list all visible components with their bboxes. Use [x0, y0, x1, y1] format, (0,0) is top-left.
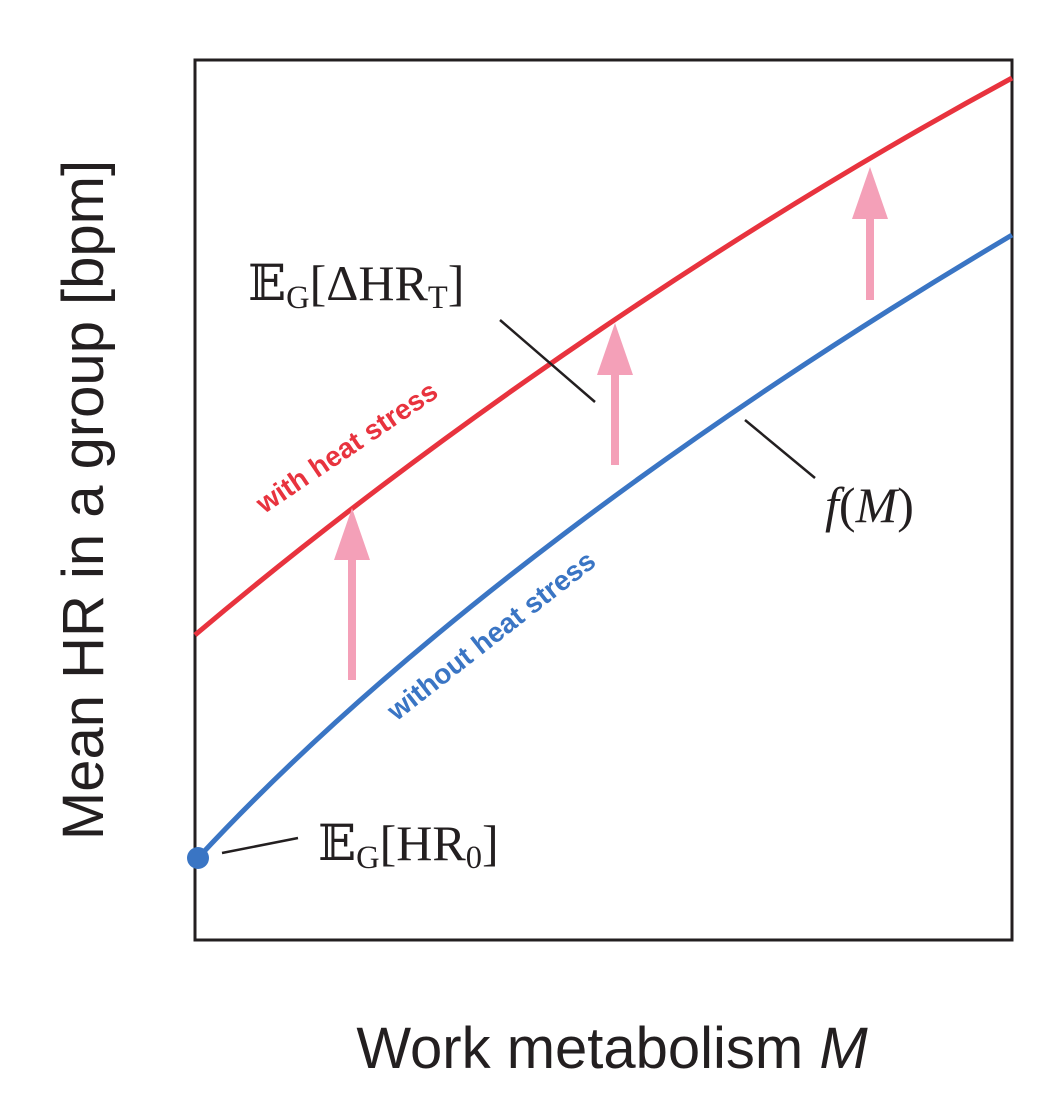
arrow-head	[334, 508, 370, 560]
plot-frame	[193, 58, 1014, 942]
text-part: T	[428, 280, 448, 316]
arrow-head	[852, 167, 888, 219]
text-part: Work metabolism	[356, 1016, 819, 1081]
leader-line	[499, 319, 596, 403]
text-part: ]	[448, 255, 465, 311]
text-part: M	[855, 477, 900, 533]
text-part: 𝔼	[318, 815, 356, 871]
text-part: )	[897, 477, 914, 533]
baseline-point	[187, 847, 209, 869]
leader-line	[221, 836, 299, 855]
text-part: G	[356, 840, 379, 876]
y-axis-label: Mean HR in a group [bpm]	[51, 160, 116, 840]
curve-label: without heat stress	[380, 545, 601, 727]
text-part: 𝔼	[248, 255, 286, 311]
text-part: M	[819, 1016, 868, 1081]
annotation: f(M)	[825, 477, 914, 533]
text-part: G	[286, 280, 309, 316]
text-part: ]	[482, 815, 499, 871]
curve-without-heat	[196, 232, 1014, 860]
text-part: (	[839, 477, 856, 533]
x-axis-label: Work metabolism M	[356, 1016, 868, 1081]
annotation: 𝔼G[HR0]	[318, 815, 499, 876]
curve-with-heat	[193, 75, 1014, 637]
text-part: [ΔHR	[310, 255, 429, 311]
leader-line	[744, 419, 816, 479]
curve-label: with heat stress	[249, 375, 443, 520]
leaders	[221, 319, 816, 855]
text-part: [HR	[380, 815, 467, 871]
arrows	[334, 167, 888, 680]
arrow-head	[597, 323, 633, 375]
annotation: 𝔼G[ΔHRT]	[248, 255, 464, 316]
text-part: 0	[466, 840, 482, 876]
